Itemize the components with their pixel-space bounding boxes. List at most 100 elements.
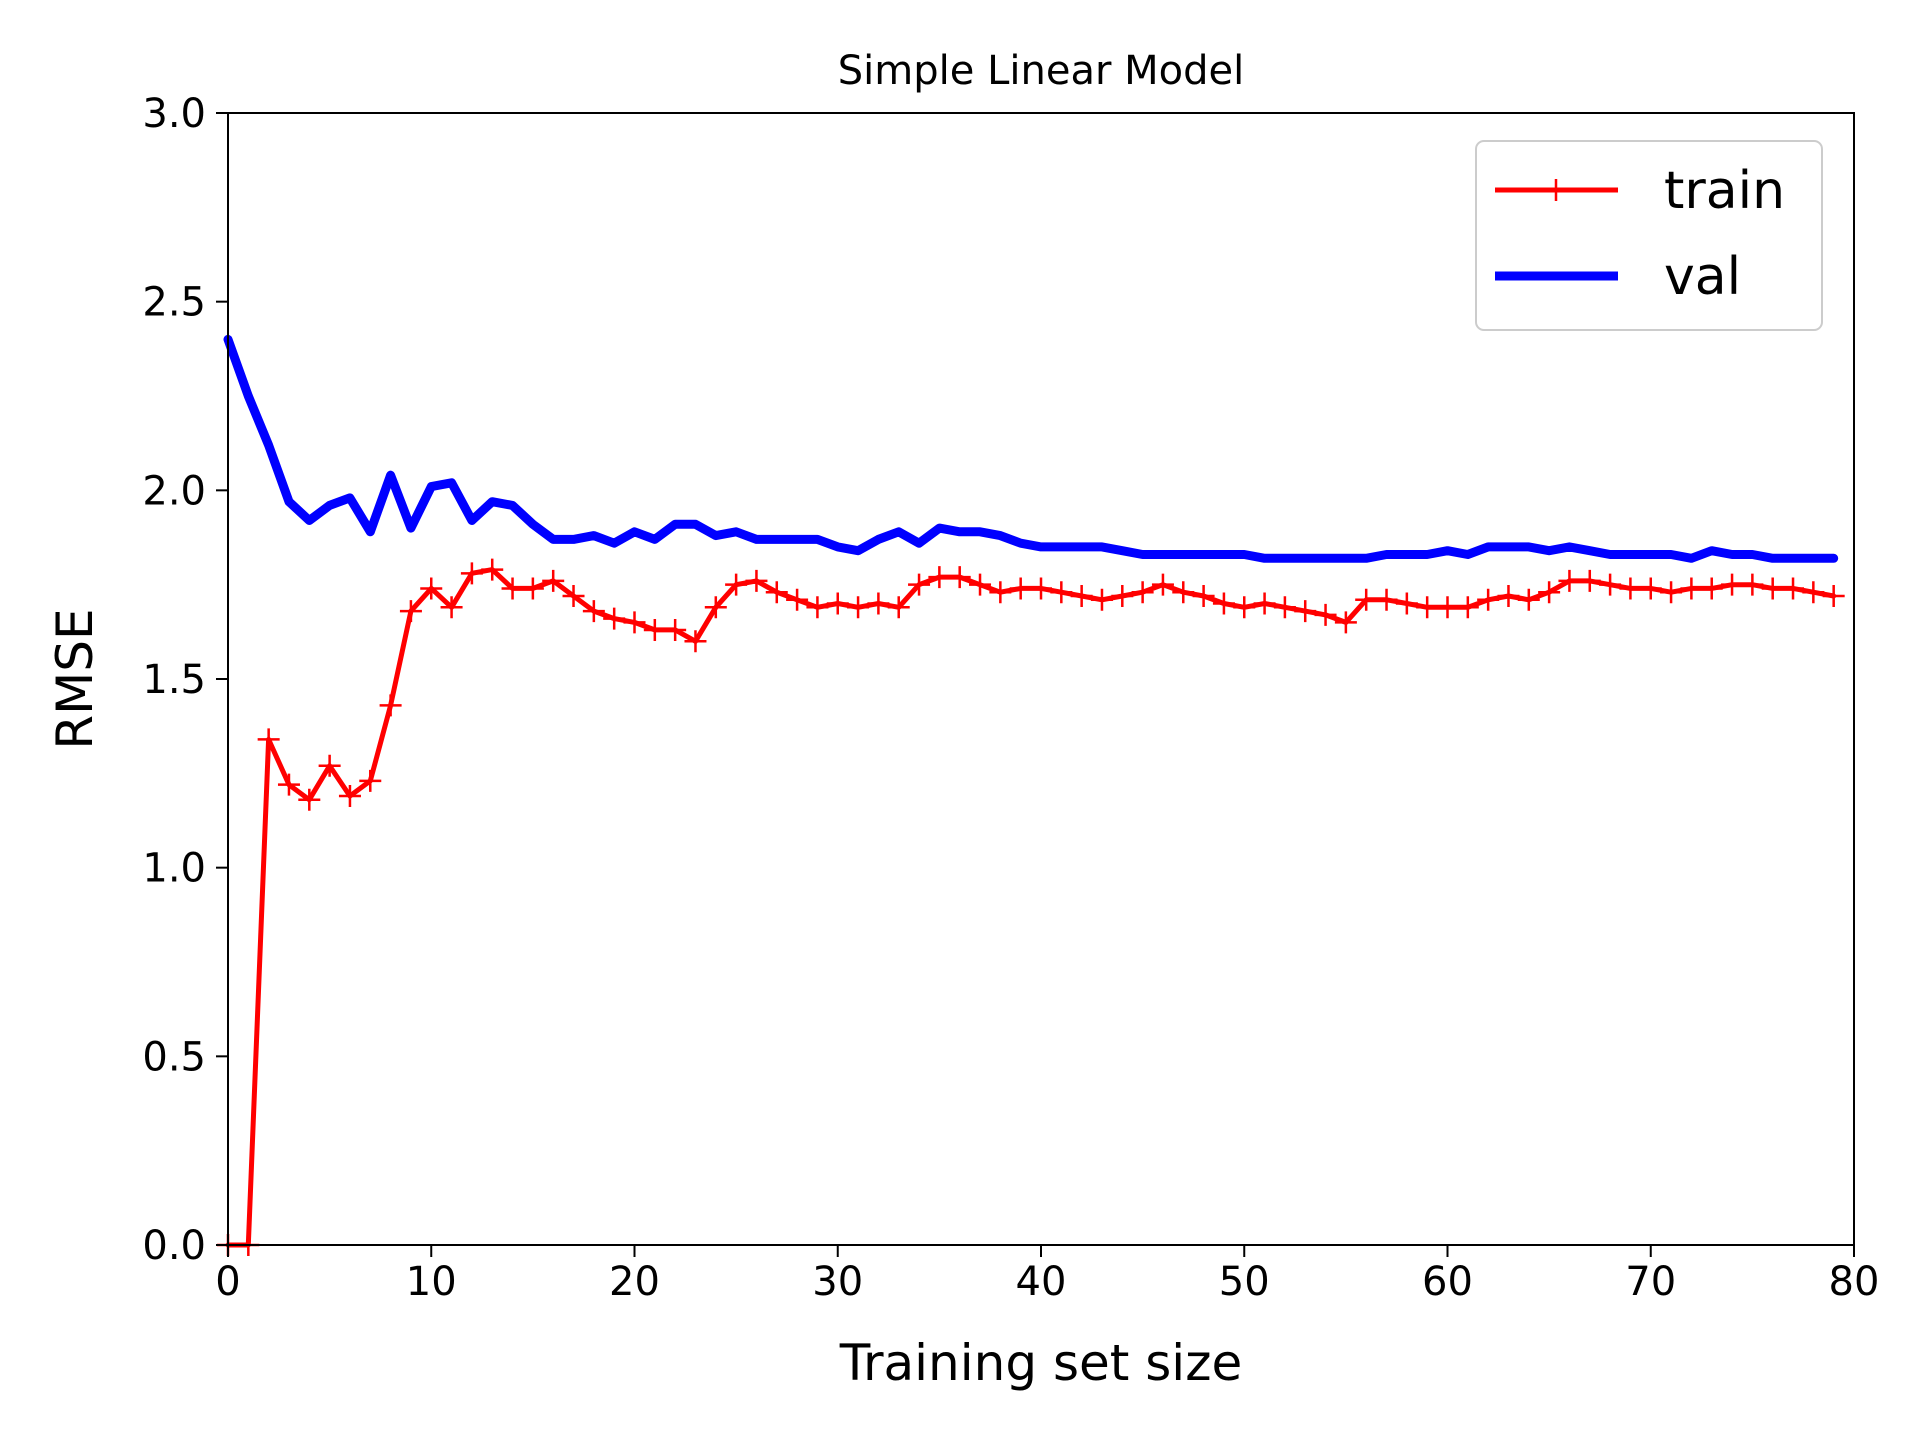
data-point-train bbox=[806, 596, 829, 619]
data-point-train bbox=[318, 754, 341, 777]
data-point-train bbox=[745, 569, 768, 592]
data-point-train bbox=[867, 592, 890, 615]
data-point-train bbox=[257, 728, 280, 751]
data-point-train bbox=[338, 784, 361, 807]
data-point-train bbox=[1761, 577, 1784, 600]
data-point-train bbox=[643, 618, 666, 641]
x-tick-label: 40 bbox=[1016, 1259, 1067, 1305]
data-point-train bbox=[420, 577, 443, 600]
data-point-train bbox=[460, 562, 483, 585]
data-point-train bbox=[501, 577, 524, 600]
data-point-train bbox=[1355, 588, 1378, 611]
data-point-train bbox=[1538, 581, 1561, 604]
data-point-train bbox=[1741, 573, 1764, 596]
data-point-train bbox=[1802, 581, 1825, 604]
data-point-train bbox=[1477, 588, 1500, 611]
data-point-train bbox=[1233, 596, 1256, 619]
data-point-train bbox=[969, 573, 992, 596]
data-point-train bbox=[1599, 573, 1622, 596]
series-layer bbox=[217, 334, 1845, 1256]
data-point-train bbox=[1436, 596, 1459, 619]
data-point-train bbox=[1456, 596, 1479, 619]
y-tick-label: 1.0 bbox=[142, 846, 206, 892]
axis-layer: 0 10 20 30 40 50 60 70 80 0.0 0.5 1.0 1.5 2.0 2.5 3.0 bbox=[142, 91, 1879, 1305]
data-point-train bbox=[298, 788, 321, 811]
data-point-train bbox=[1660, 581, 1683, 604]
data-point-train bbox=[928, 566, 951, 589]
data-point-train bbox=[603, 607, 626, 630]
y-tick-label: 1.5 bbox=[142, 657, 206, 703]
data-point-train bbox=[1782, 577, 1805, 600]
data-point-train bbox=[277, 773, 300, 796]
data-point-train bbox=[1680, 577, 1703, 600]
data-point-train bbox=[379, 694, 402, 717]
data-point-train bbox=[1212, 592, 1235, 615]
data-point-train bbox=[1416, 596, 1439, 619]
data-point-train bbox=[582, 600, 605, 623]
data-point-train bbox=[1497, 584, 1520, 607]
data-point-train bbox=[1009, 577, 1032, 600]
data-point-train bbox=[1721, 573, 1744, 596]
y-tick-label: 2.0 bbox=[142, 468, 206, 514]
x-axis-label: Training set size bbox=[839, 1334, 1242, 1392]
y-axis-label: RMSE bbox=[46, 608, 104, 749]
data-point-train bbox=[684, 630, 707, 653]
data-point-train bbox=[1030, 577, 1052, 600]
legend-marker-train bbox=[1545, 179, 1567, 201]
data-point-train bbox=[1050, 581, 1073, 604]
data-point-train bbox=[1375, 588, 1398, 611]
data-point-train bbox=[847, 596, 870, 619]
legend: train val bbox=[1475, 140, 1823, 331]
data-point-train bbox=[887, 596, 910, 619]
data-point-train bbox=[1294, 600, 1317, 623]
x-tick-label: 0 bbox=[215, 1259, 240, 1305]
data-point-train bbox=[989, 581, 1012, 604]
data-point-train bbox=[440, 596, 463, 619]
data-point-train bbox=[481, 558, 504, 581]
y-tick-label: 2.5 bbox=[142, 280, 206, 326]
data-point-train bbox=[786, 588, 809, 611]
legend-label-train: train bbox=[1664, 161, 1785, 221]
data-point-train bbox=[725, 573, 748, 596]
series-line-val bbox=[223, 334, 1839, 563]
data-point-train bbox=[359, 769, 382, 792]
data-point-train bbox=[826, 592, 849, 615]
data-point-train bbox=[1619, 577, 1642, 600]
data-point-train bbox=[1558, 569, 1581, 592]
data-point-train bbox=[765, 581, 788, 604]
data-point-train bbox=[1700, 577, 1723, 600]
data-point-train bbox=[542, 569, 565, 592]
data-point-train bbox=[1334, 611, 1357, 634]
x-tick-label: 80 bbox=[1829, 1259, 1880, 1305]
data-point-train bbox=[664, 618, 687, 641]
data-point-train bbox=[1172, 581, 1195, 604]
data-point-train bbox=[908, 573, 931, 596]
y-tick-label: 3.0 bbox=[142, 91, 206, 137]
y-tick-label: 0.5 bbox=[142, 1034, 206, 1080]
data-point-train bbox=[1151, 573, 1174, 596]
data-point-train bbox=[1822, 584, 1845, 607]
data-point-train bbox=[1517, 588, 1540, 611]
data-point-train bbox=[1639, 577, 1662, 600]
data-point-train bbox=[1111, 584, 1134, 607]
data-point-train bbox=[1253, 592, 1276, 615]
data-point-train bbox=[623, 611, 646, 634]
data-point-train bbox=[399, 600, 422, 623]
x-tick-label: 10 bbox=[406, 1259, 457, 1305]
x-tick-label: 50 bbox=[1219, 1259, 1270, 1305]
data-point-train bbox=[521, 577, 544, 600]
data-point-train bbox=[1192, 584, 1215, 607]
data-point-train bbox=[948, 566, 971, 589]
data-point-train bbox=[1578, 569, 1601, 592]
data-point-train bbox=[1395, 592, 1418, 615]
data-point-train bbox=[1070, 584, 1093, 607]
chart-title: Simple Linear Model bbox=[838, 48, 1244, 94]
data-point-train bbox=[1314, 603, 1337, 626]
data-point-train bbox=[1090, 588, 1113, 611]
data-point-train bbox=[1273, 596, 1296, 619]
x-tick-label: 60 bbox=[1422, 1259, 1473, 1305]
y-tick-label: 0.0 bbox=[142, 1223, 206, 1269]
x-tick-label: 70 bbox=[1625, 1259, 1676, 1305]
x-tick-label: 20 bbox=[609, 1259, 660, 1305]
